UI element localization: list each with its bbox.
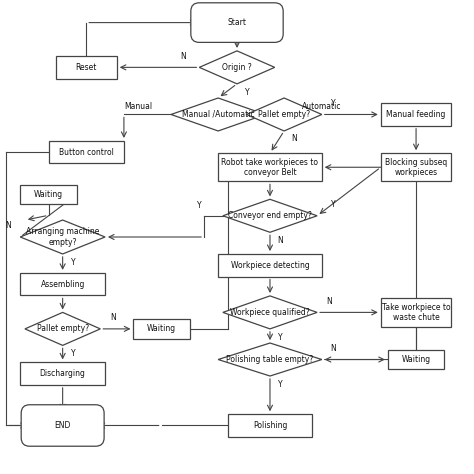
Text: Y: Y [245,88,250,97]
Text: Automatic: Automatic [302,101,342,110]
Bar [388,350,444,369]
Bar [218,254,322,277]
Text: Arranging machine
empty?: Arranging machine empty? [26,228,100,246]
Text: Y: Y [71,349,75,358]
Bar [133,319,190,339]
Polygon shape [171,98,265,131]
Text: Polishing: Polishing [253,421,287,430]
Text: Y: Y [278,333,283,342]
Bar [20,362,105,385]
Bar [20,273,105,295]
Text: Blocking subseq
workpieces: Blocking subseq workpieces [385,157,447,177]
Polygon shape [218,343,322,376]
Text: Workpiece qualified?: Workpiece qualified? [230,308,310,317]
FancyBboxPatch shape [191,3,283,42]
Polygon shape [223,199,317,232]
Text: Y: Y [197,201,201,210]
Text: Y: Y [278,380,283,389]
Text: Origin ?: Origin ? [222,63,252,72]
Text: N: N [331,344,337,353]
Text: Pallet empty?: Pallet empty? [258,110,310,119]
Text: N: N [326,297,332,306]
Polygon shape [199,51,275,84]
Text: Y: Y [71,258,75,267]
Text: Button control: Button control [59,148,114,157]
Text: N: N [110,313,117,322]
Text: N: N [277,236,283,245]
Text: Reset: Reset [75,63,97,72]
Text: Y: Y [331,200,336,209]
Polygon shape [223,296,317,329]
Text: N: N [180,53,186,62]
Polygon shape [25,312,100,346]
Text: END: END [55,421,71,430]
Text: N: N [292,134,297,143]
Text: Manual: Manual [124,101,152,110]
Text: Manual /Automatic: Manual /Automatic [182,110,255,119]
Text: Start: Start [228,18,246,27]
Text: Waiting: Waiting [401,355,430,364]
FancyBboxPatch shape [21,405,104,446]
Bar [20,185,77,204]
Text: Pallet empty?: Pallet empty? [36,324,89,333]
Text: Assembling: Assembling [40,280,85,289]
Bar [55,56,117,79]
Bar [381,153,451,182]
Polygon shape [246,98,322,131]
Bar [48,141,124,164]
Text: Waiting: Waiting [34,190,63,199]
Text: Waiting: Waiting [147,324,176,333]
Text: Polishing table empty?: Polishing table empty? [227,355,314,364]
Text: Y: Y [331,99,336,108]
Text: Take workpiece to
waste chute: Take workpiece to waste chute [382,303,450,322]
Bar [381,103,451,126]
Text: Conveyor end empty?: Conveyor end empty? [228,211,312,220]
Bar [381,298,451,327]
Text: Robot take workpieces to
conveyor Belt: Robot take workpieces to conveyor Belt [221,157,319,177]
Bar [218,153,322,182]
Text: Workpiece detecting: Workpiece detecting [231,261,310,270]
Text: Discharging: Discharging [40,369,86,378]
Text: N: N [6,221,11,230]
Polygon shape [20,220,105,254]
Text: Manual feeding: Manual feeding [386,110,446,119]
Bar [228,414,312,437]
